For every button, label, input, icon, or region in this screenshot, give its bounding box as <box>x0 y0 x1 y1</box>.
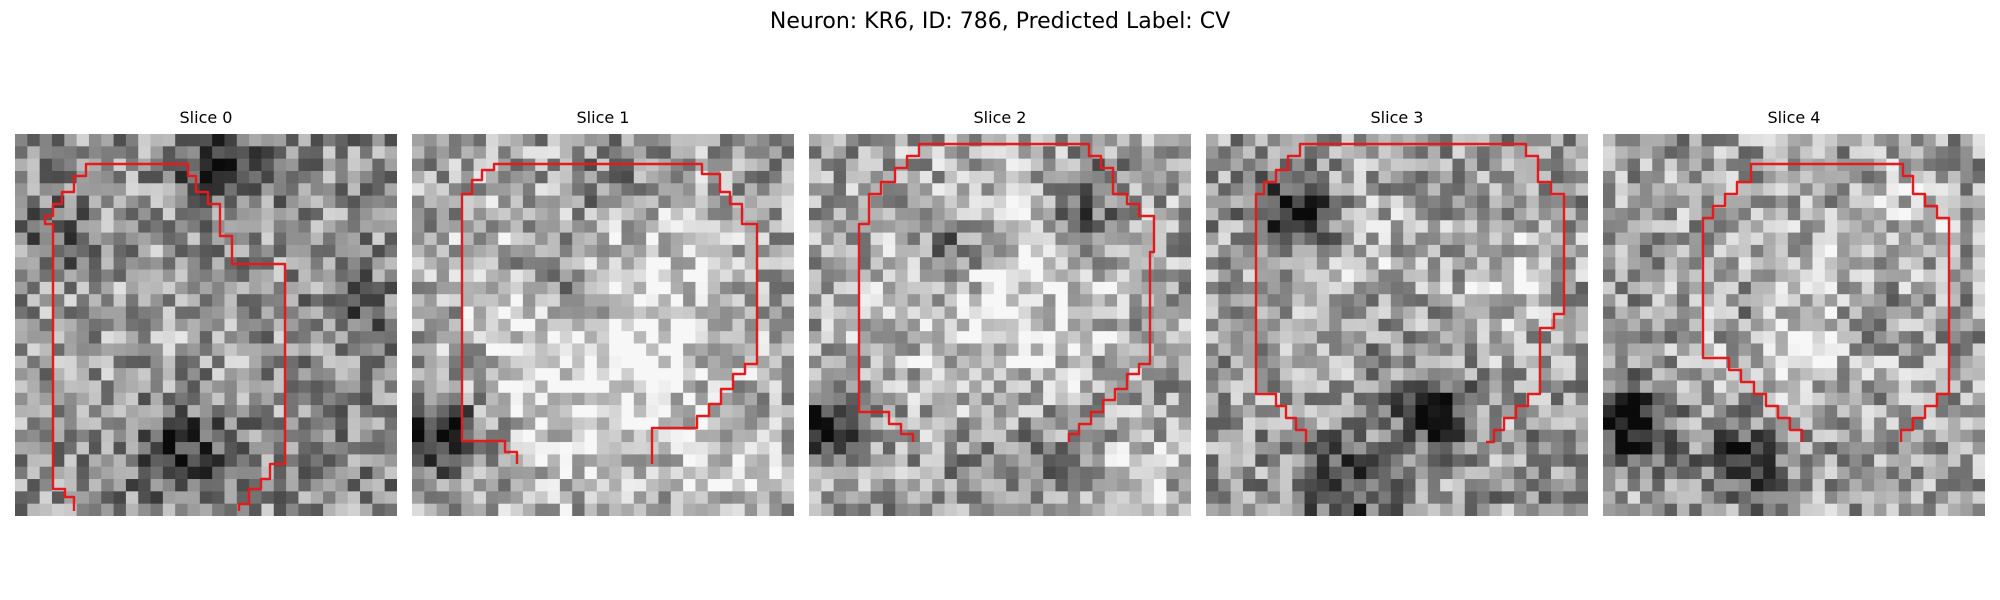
slice-title-4: Slice 4 <box>1767 108 1821 127</box>
slice-image-2 <box>809 134 1191 516</box>
slice-title-1: Slice 1 <box>576 108 630 127</box>
slice-title-2: Slice 2 <box>973 108 1027 127</box>
slice-panel-3: Slice 3 <box>1206 108 1588 520</box>
slice-image-0 <box>15 134 397 516</box>
segmentation-contour <box>1701 162 1951 442</box>
slice-panel-4: Slice 4 <box>1603 108 1985 520</box>
slice-image-svg <box>1603 134 1985 516</box>
figure-title: Neuron: KR6, ID: 786, Predicted Label: C… <box>769 9 1231 34</box>
pixel-grid <box>15 134 397 516</box>
slice-panel-2: Slice 2 <box>809 108 1191 520</box>
slice-title-0: Slice 0 <box>179 108 233 127</box>
slice-title-3: Slice 3 <box>1370 108 1424 127</box>
segmentation-contour <box>460 162 759 464</box>
slice-image-1 <box>412 134 794 516</box>
slice-image-4 <box>1603 134 1985 516</box>
slice-panel-0: Slice 0 <box>15 108 397 520</box>
slice-image-3 <box>1206 134 1588 516</box>
slice-image-svg <box>15 134 397 516</box>
slice-panel-1: Slice 1 <box>412 108 794 520</box>
segmentation-contour <box>857 142 1156 442</box>
slice-image-svg <box>412 134 794 516</box>
segmentation-contour <box>1254 142 1566 444</box>
slice-image-svg <box>809 134 1191 516</box>
segmentation-contour <box>43 162 287 511</box>
pixel-grid <box>1603 134 1985 516</box>
slice-image-svg <box>1206 134 1588 516</box>
pixel-grid <box>412 134 794 516</box>
pixel-grid <box>809 134 1191 516</box>
